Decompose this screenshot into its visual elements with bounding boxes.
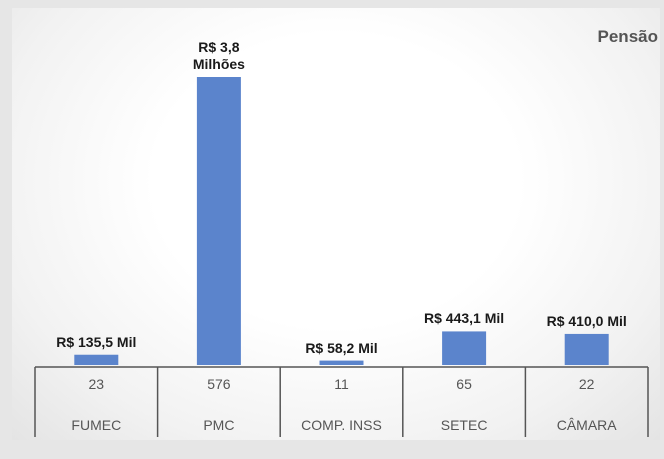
data-label: R$ 410,0 Mil (546, 312, 627, 329)
count-label: 23 (88, 376, 105, 392)
data-label: R$ 443,1 Mil (424, 310, 505, 327)
bar (564, 333, 609, 365)
data-label: R$ 135,5 Mil (56, 333, 137, 350)
x-tick-label: FUMEC (71, 417, 122, 433)
count-label: 576 (207, 376, 231, 392)
x-tick-label: SETEC (440, 417, 488, 433)
data-label: R$ 58,2 Mil (305, 339, 378, 356)
count-label: 65 (456, 376, 472, 392)
count-label: 22 (578, 376, 595, 392)
bar (442, 331, 487, 365)
count-label: 11 (334, 376, 349, 392)
x-tick-label: CÂMARA (556, 417, 617, 433)
data-label: R$ 3,8 Milhões (192, 39, 245, 72)
x-tick-label: COMP. INSS (301, 417, 382, 433)
plot-area (12, 8, 660, 440)
bar (196, 77, 241, 365)
chart-title: Pensão (597, 27, 658, 46)
bar (319, 360, 364, 365)
x-tick-label: PMC (203, 417, 235, 433)
bar (74, 354, 119, 365)
